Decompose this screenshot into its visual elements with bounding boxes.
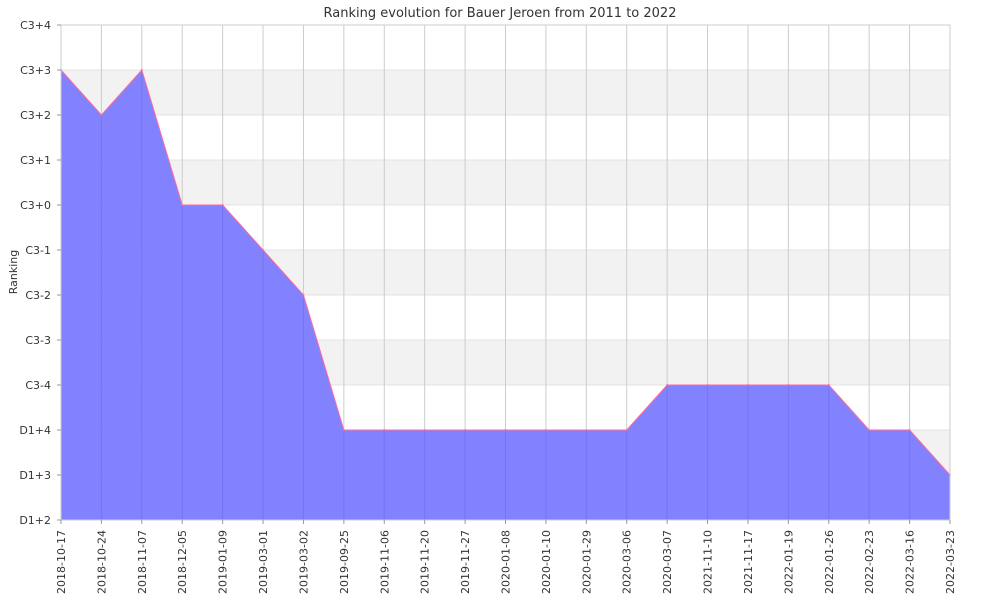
y-tick-label: C3+3	[20, 64, 51, 77]
data-point	[544, 429, 547, 431]
x-axis-ticks: 2018-10-17 2018-10-24 2018-11-07 2018-12-05…	[55, 520, 957, 594]
x-tick-label: 2019-11-06	[378, 530, 391, 594]
chart-title: Ranking evolution for Bauer Jeroen from …	[324, 6, 677, 21]
x-tick-label: 2018-10-17	[55, 530, 68, 594]
series-area	[61, 70, 950, 520]
x-tick-label: 2020-03-07	[661, 530, 674, 594]
data-point	[302, 294, 305, 296]
data-point	[868, 429, 871, 431]
data-point	[746, 384, 749, 386]
y-tick-label: D1+2	[19, 514, 51, 527]
y-tick-label: C3+2	[20, 109, 51, 122]
y-tick-label: D1+4	[19, 424, 51, 437]
y-tick-label: C3-4	[25, 379, 51, 392]
data-point	[342, 429, 345, 431]
x-tick-label: 2020-01-10	[540, 530, 553, 594]
x-tick-label: 2020-01-29	[580, 530, 593, 594]
x-tick-label: 2019-03-01	[257, 530, 270, 594]
data-point	[181, 204, 184, 206]
data-point	[625, 429, 628, 431]
x-tick-label: 2020-03-06	[621, 530, 634, 594]
x-tick-label: 2022-01-19	[782, 530, 795, 594]
x-tick-label: 2018-11-07	[136, 530, 149, 594]
data-point	[383, 429, 386, 431]
y-axis-ticks: D1+2 D1+3 D1+4 C3-4 C3-3 C3-2 C3-1 C3+0 C3+1 C3+2…	[19, 19, 61, 527]
data-point	[585, 429, 588, 431]
x-tick-label: 2018-12-05	[176, 530, 189, 594]
x-tick-label: 2019-03-02	[297, 530, 310, 594]
x-tick-label: 2019-11-20	[419, 530, 432, 594]
x-tick-label: 2021-11-17	[742, 530, 755, 594]
x-tick-label: 2022-01-26	[823, 530, 836, 594]
y-tick-label: C3-2	[25, 289, 51, 302]
data-point	[827, 384, 830, 386]
x-tick-label: 2022-03-23	[944, 530, 957, 594]
data-point	[221, 204, 224, 206]
y-tick-label: C3+1	[20, 154, 51, 167]
x-tick-label: 2019-09-25	[338, 530, 351, 594]
x-tick-label: 2021-11-10	[702, 530, 715, 594]
data-point	[504, 429, 507, 431]
data-point	[100, 114, 103, 116]
data-point	[423, 429, 426, 431]
data-point	[262, 249, 265, 251]
y-tick-label: C3-3	[25, 334, 51, 347]
x-tick-label: 2019-01-09	[217, 530, 230, 594]
x-tick-label: 2022-03-16	[904, 530, 917, 594]
data-point	[787, 384, 790, 386]
y-tick-label: C3+4	[20, 19, 51, 32]
y-axis-title: Ranking	[7, 250, 20, 295]
data-point	[908, 429, 911, 431]
x-tick-label: 2022-02-23	[863, 530, 876, 594]
x-tick-label: 2018-10-24	[95, 530, 108, 594]
data-point	[706, 384, 709, 386]
y-tick-label: C3-1	[25, 244, 51, 257]
data-point	[464, 429, 467, 431]
x-tick-label: 2019-11-27	[459, 530, 472, 594]
data-point	[666, 384, 669, 386]
x-tick-label: 2020-01-08	[500, 530, 513, 594]
series-layer	[60, 24, 951, 521]
y-tick-label: C3+0	[20, 199, 51, 212]
y-tick-label: D1+3	[19, 469, 51, 482]
data-point	[140, 69, 143, 71]
